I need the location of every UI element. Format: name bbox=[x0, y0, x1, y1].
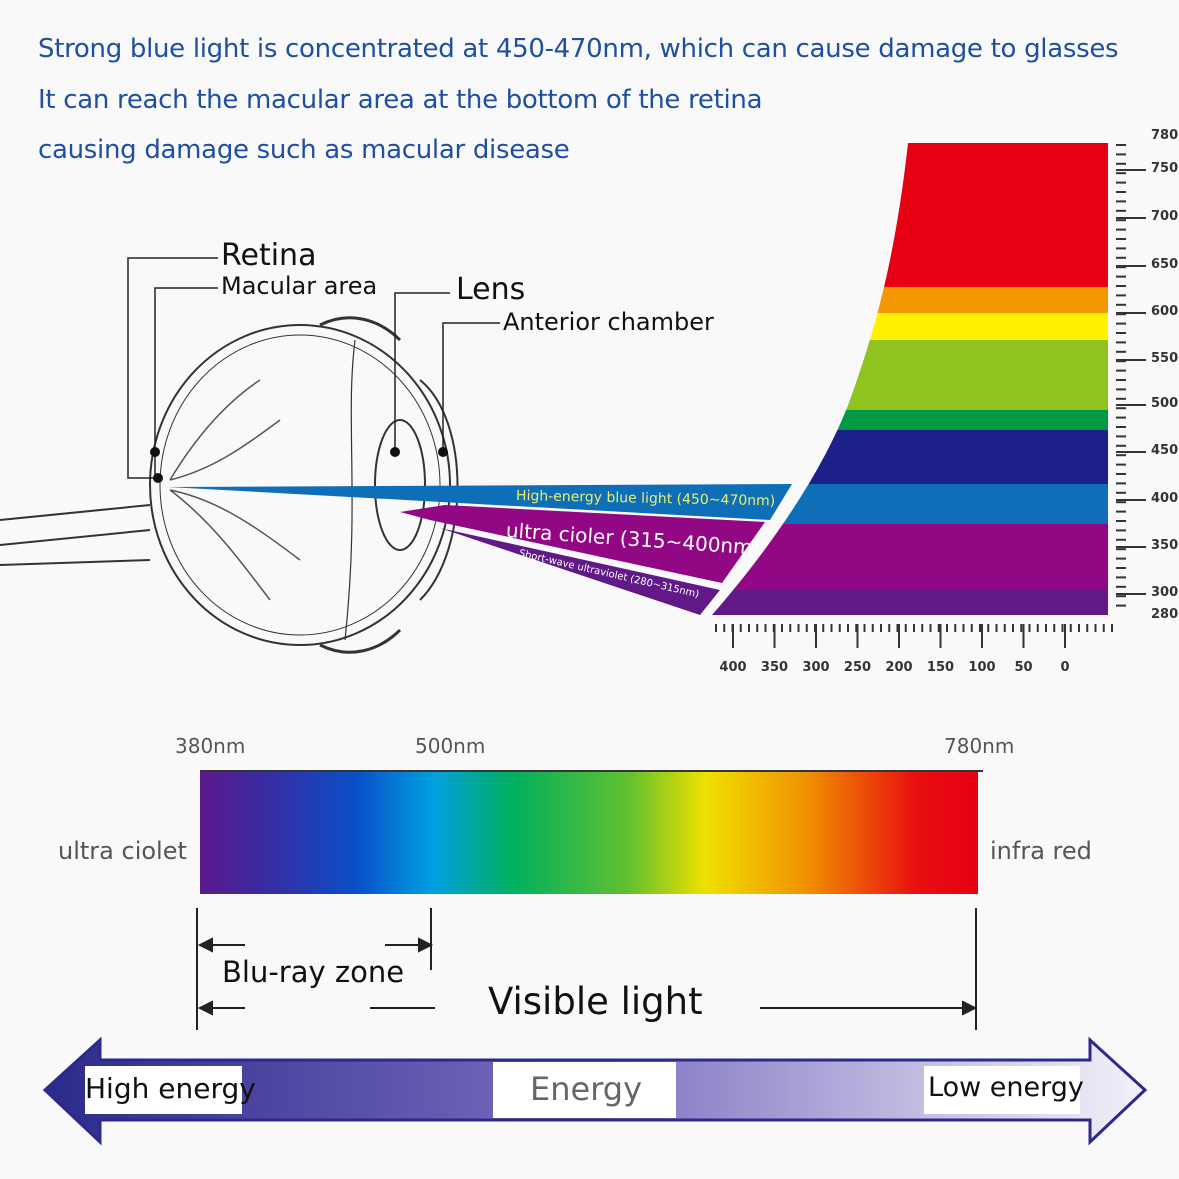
spectrum-band bbox=[712, 430, 1108, 484]
spectrum-band bbox=[712, 590, 1108, 615]
wavelength-tick-label: 700 bbox=[1151, 209, 1179, 224]
retina-point-icon bbox=[150, 447, 160, 457]
energy-tick-label: 250 bbox=[843, 660, 872, 675]
visible-spectrum-bar bbox=[200, 772, 978, 894]
lens-point-icon bbox=[390, 447, 400, 457]
spectrum-band bbox=[712, 524, 1108, 590]
wavelength-tick-label: 550 bbox=[1151, 351, 1179, 366]
eye-illustration bbox=[0, 316, 459, 654]
label-bluray-zone: Blu-ray zone bbox=[222, 955, 405, 989]
range-markers bbox=[196, 908, 978, 1030]
spectrum-band bbox=[712, 340, 1108, 410]
wavelength-tick-label: 750 bbox=[1151, 161, 1179, 176]
blue-light-beam bbox=[168, 484, 792, 520]
label-anterior: Anterior chamber bbox=[503, 308, 714, 336]
energy-tick-label: 150 bbox=[926, 660, 955, 675]
label-ultraviolet: ultra ciolet bbox=[58, 837, 187, 865]
header-line-3: causing damage such as macular disease bbox=[38, 135, 570, 165]
wavelength-tick-label: 500 bbox=[1151, 396, 1179, 411]
energy-scale bbox=[715, 624, 1113, 648]
uva-beam bbox=[400, 505, 765, 583]
wavelength-tick-label: 650 bbox=[1151, 257, 1179, 272]
wavelength-tick-label: 300 bbox=[1151, 585, 1179, 600]
energy-tick-label: 100 bbox=[968, 660, 996, 675]
wavelength-tick-label: 450 bbox=[1151, 443, 1179, 458]
label-high-energy: High energy bbox=[85, 1072, 256, 1105]
wavelength-tick-label: 780 bbox=[1151, 128, 1179, 143]
spectrum-band bbox=[712, 287, 1108, 313]
label-380nm: 380nm bbox=[175, 734, 246, 758]
energy-tick-label: 300 bbox=[802, 660, 830, 675]
energy-tick-label: 0 bbox=[1060, 660, 1070, 675]
anterior-point-icon bbox=[438, 447, 448, 457]
spectrum-band bbox=[712, 313, 1108, 340]
spectrum-bands bbox=[712, 143, 1108, 615]
label-retina: Retina bbox=[221, 238, 317, 273]
wavelength-tick-label: 400 bbox=[1151, 491, 1179, 506]
wavelength-tick-label: 350 bbox=[1151, 538, 1179, 553]
energy-tick-label: 350 bbox=[760, 660, 789, 675]
label-500nm: 500nm bbox=[415, 734, 486, 758]
macular-point-icon bbox=[153, 473, 163, 483]
label-infrared: infra red bbox=[990, 837, 1092, 865]
label-macular: Macular area bbox=[221, 272, 378, 300]
wavelength-tick-label: 280 bbox=[1151, 607, 1179, 622]
energy-tick-label: 50 bbox=[1014, 660, 1033, 675]
energy-tick-label: 400 bbox=[719, 660, 747, 675]
label-low-energy: Low energy bbox=[928, 1072, 1084, 1103]
header-line-1: Strong blue light is concentrated at 450… bbox=[38, 34, 1119, 64]
label-780nm: 780nm bbox=[944, 734, 1015, 758]
spectrum-band bbox=[712, 143, 1108, 287]
label-energy: Energy bbox=[530, 1070, 643, 1108]
label-visible-light: Visible light bbox=[488, 980, 703, 1023]
label-leader-lines bbox=[127, 257, 500, 479]
spectrum-band bbox=[712, 410, 1108, 430]
energy-tick-label: 200 bbox=[885, 660, 913, 675]
uvb-beam bbox=[440, 528, 720, 615]
wavelength-scale bbox=[1116, 144, 1146, 607]
header-line-2: It can reach the macular area at the bot… bbox=[38, 85, 763, 115]
label-lens: Lens bbox=[456, 272, 526, 307]
wavelength-tick-label: 600 bbox=[1151, 304, 1179, 319]
